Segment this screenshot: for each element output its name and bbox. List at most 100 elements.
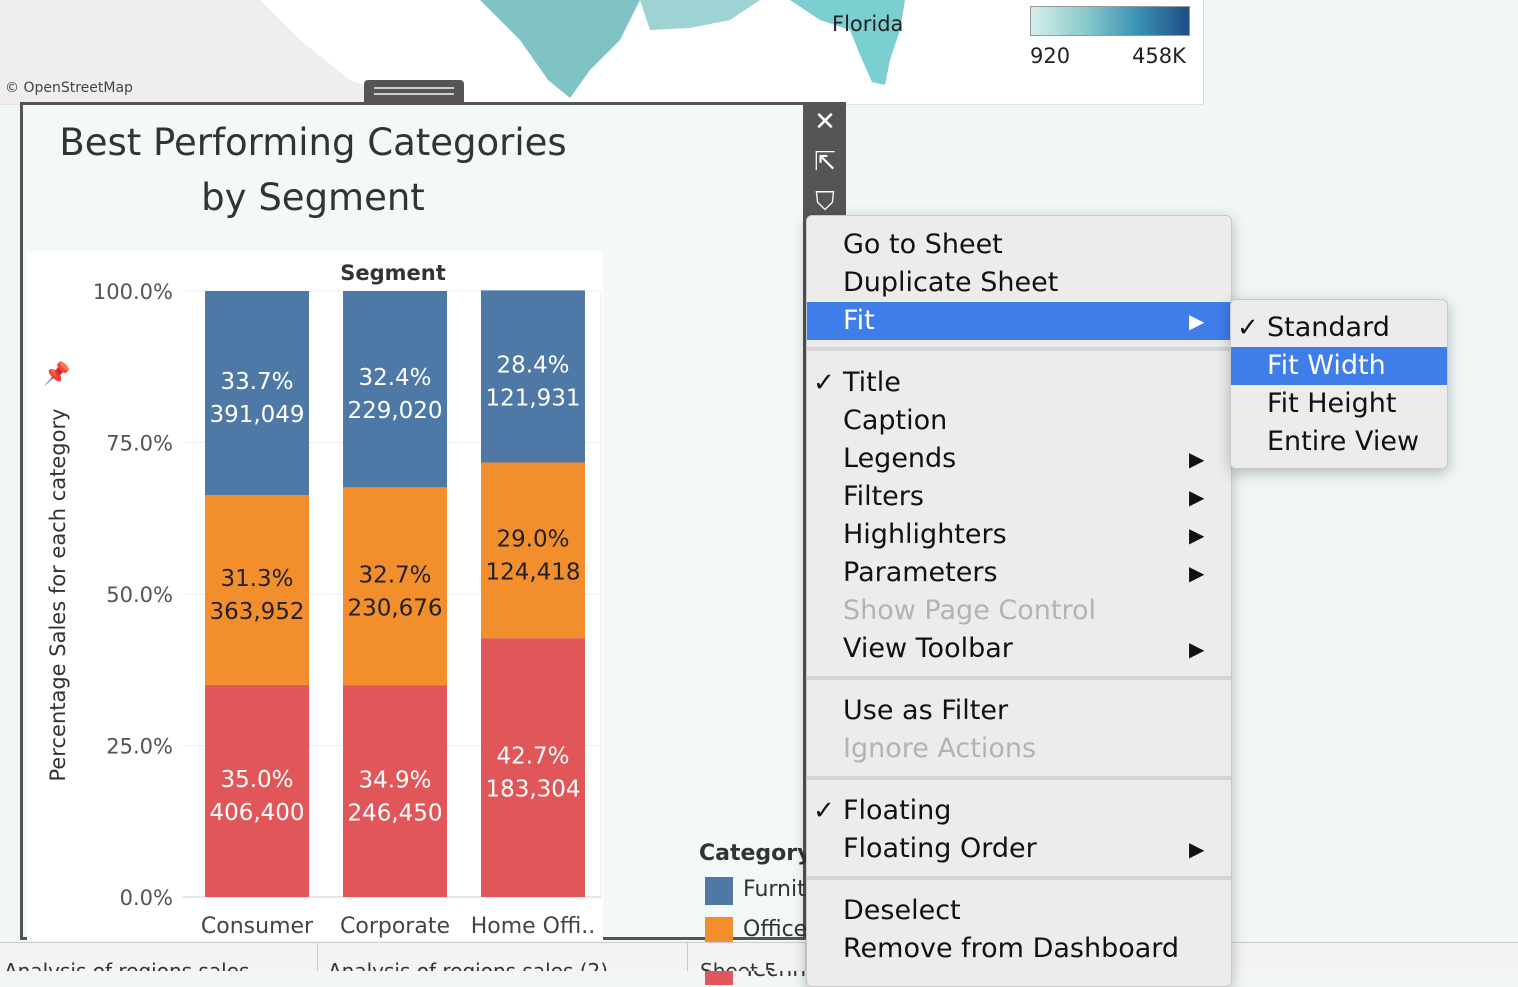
menu-label: Legends [843,443,957,474]
sheet-toolbar: ✕ ⇱ ⛉ [804,102,846,222]
y-tick-label: 0.0% [120,886,173,910]
gulf-coast-region [640,0,760,30]
data-label-percent: 29.0% [496,526,569,552]
menu-title[interactable]: ✓ Title [807,364,1231,402]
bar-segment[interactable] [481,290,585,463]
menu-label: Title [843,367,901,398]
y-tick-label: 50.0% [106,583,173,607]
submenu-arrow-icon: ▶ [1189,523,1205,547]
menu-separator [807,876,1231,880]
menu-separator [807,347,1231,351]
menu-duplicate-sheet[interactable]: Duplicate Sheet [807,264,1231,302]
menu-label: Duplicate Sheet [843,267,1059,298]
tab-sheet-5[interactable]: Sheet 5 [688,943,806,971]
menu-label: Floating Order [843,833,1037,864]
submenu-arrow-icon: ▶ [1189,309,1205,333]
menu-label: Caption [843,405,948,436]
x-category-label: Consumer [201,914,314,939]
menu-deselect[interactable]: Deselect [807,892,1231,930]
tab-analysis-regions-sales[interactable]: Analysis of regions sales [0,943,318,971]
filter-icon[interactable]: ⛉ [815,187,835,217]
menu-view-toolbar[interactable]: View Toolbar ▶ [807,630,1231,668]
data-label-sales: 124,418 [485,559,580,585]
y-tick-label: 100.0% [93,280,173,304]
category-legend[interactable]: Category Furnitu Office S Technol [699,841,828,985]
bar-segment[interactable] [343,685,447,897]
x-category-label: Corporate [340,914,450,939]
pin-icon[interactable]: 📌 [43,360,70,387]
context-menu: Go to Sheet Duplicate Sheet Fit ▶ ✓ Title … [806,215,1232,987]
menu-label: Go to Sheet [843,229,1003,260]
florida-label: Florida [832,12,904,36]
bar-segment[interactable] [481,638,585,897]
menu-label: Deselect [843,895,961,926]
menu-floating[interactable]: ✓ Floating [807,792,1231,830]
submenu-arrow-icon: ▶ [1189,485,1205,509]
submenu-entire-view[interactable]: Entire View [1231,423,1447,461]
menu-label: Filters [843,481,924,512]
floating-sheet[interactable]: Best Performing Categories by Segment 10… [20,102,828,985]
data-label-sales: 406,400 [209,800,304,826]
menu-show-page-control: Show Page Control [807,592,1231,630]
data-label-sales: 246,450 [347,800,442,826]
florida-region [790,0,905,85]
menu-remove-from-dashboard[interactable]: Remove from Dashboard [807,930,1231,968]
submenu-arrow-icon: ▶ [1189,837,1205,861]
legend-swatch [705,917,733,945]
check-icon: ✓ [813,368,835,398]
mexico-land [0,0,420,104]
bar-segment[interactable] [481,462,585,639]
data-label-sales: 230,676 [347,595,442,621]
data-label-percent: 33.7% [220,369,293,395]
legend-title: Category [699,841,812,866]
menu-use-as-filter[interactable]: Use as Filter [807,692,1231,730]
stacked-bar-chart[interactable]: 100.0% 75.0% 50.0% 25.0% 0.0% Segment Percenta… [23,105,623,941]
popout-icon[interactable]: ⇱ [814,147,836,177]
map-view[interactable]: © OpenStreetMap Florida 920 458K [0,0,1204,105]
submenu-label: Standard [1267,312,1390,343]
texas-region [480,0,640,98]
menu-label: Remove from Dashboard [843,933,1180,964]
submenu-fit-width[interactable]: Fit Width [1231,347,1447,385]
menu-legends[interactable]: Legends ▶ [807,440,1231,478]
menu-highlighters[interactable]: Highlighters ▶ [807,516,1231,554]
bar-segment[interactable] [343,291,447,488]
x-category-label: Home Offi.. [471,914,596,939]
menu-filters[interactable]: Filters ▶ [807,478,1231,516]
menu-caption[interactable]: Caption [807,402,1231,440]
check-icon: ✓ [813,796,835,826]
bar-segment[interactable] [205,684,309,897]
menu-label: Fit [843,305,875,336]
bar-segment[interactable] [343,487,447,686]
menu-parameters[interactable]: Parameters ▶ [807,554,1231,592]
submenu-fit-height[interactable]: Fit Height [1231,385,1447,423]
color-legend-max: 458K [1132,44,1186,68]
menu-separator [807,776,1231,780]
bar-segment[interactable] [205,291,309,496]
menu-label: Ignore Actions [843,733,1037,764]
close-icon[interactable]: ✕ [814,107,836,137]
menu-floating-order[interactable]: Floating Order ▶ [807,830,1231,868]
bar-segment[interactable] [205,495,309,685]
submenu-standard[interactable]: ✓ Standard [1231,309,1447,347]
data-label-percent: 31.3% [220,566,293,592]
color-legend-min: 920 [1030,44,1071,68]
submenu-label: Fit Width [1267,350,1386,381]
fit-submenu: ✓ Standard Fit Width Fit Height Entire Vi… [1230,299,1448,469]
menu-label: Floating [843,795,952,826]
data-label-percent: 32.4% [358,365,431,391]
submenu-arrow-icon: ▶ [1189,561,1205,585]
data-label-sales: 229,020 [347,398,442,424]
submenu-label: Entire View [1267,426,1420,457]
menu-label: Highlighters [843,519,1007,550]
data-label-sales: 391,049 [209,402,304,428]
y-tick-label: 25.0% [106,735,173,759]
map-attribution[interactable]: © OpenStreetMap [5,80,133,96]
menu-go-to-sheet[interactable]: Go to Sheet [807,226,1231,264]
menu-label: View Toolbar [843,633,1013,664]
menu-label: Use as Filter [843,695,1009,726]
menu-fit[interactable]: Fit ▶ [807,302,1231,340]
data-label-sales: 363,952 [209,599,304,625]
drag-handle[interactable] [364,80,464,104]
tab-analysis-regions-sales-2[interactable]: Analysis of regions sales (2) [318,943,688,971]
